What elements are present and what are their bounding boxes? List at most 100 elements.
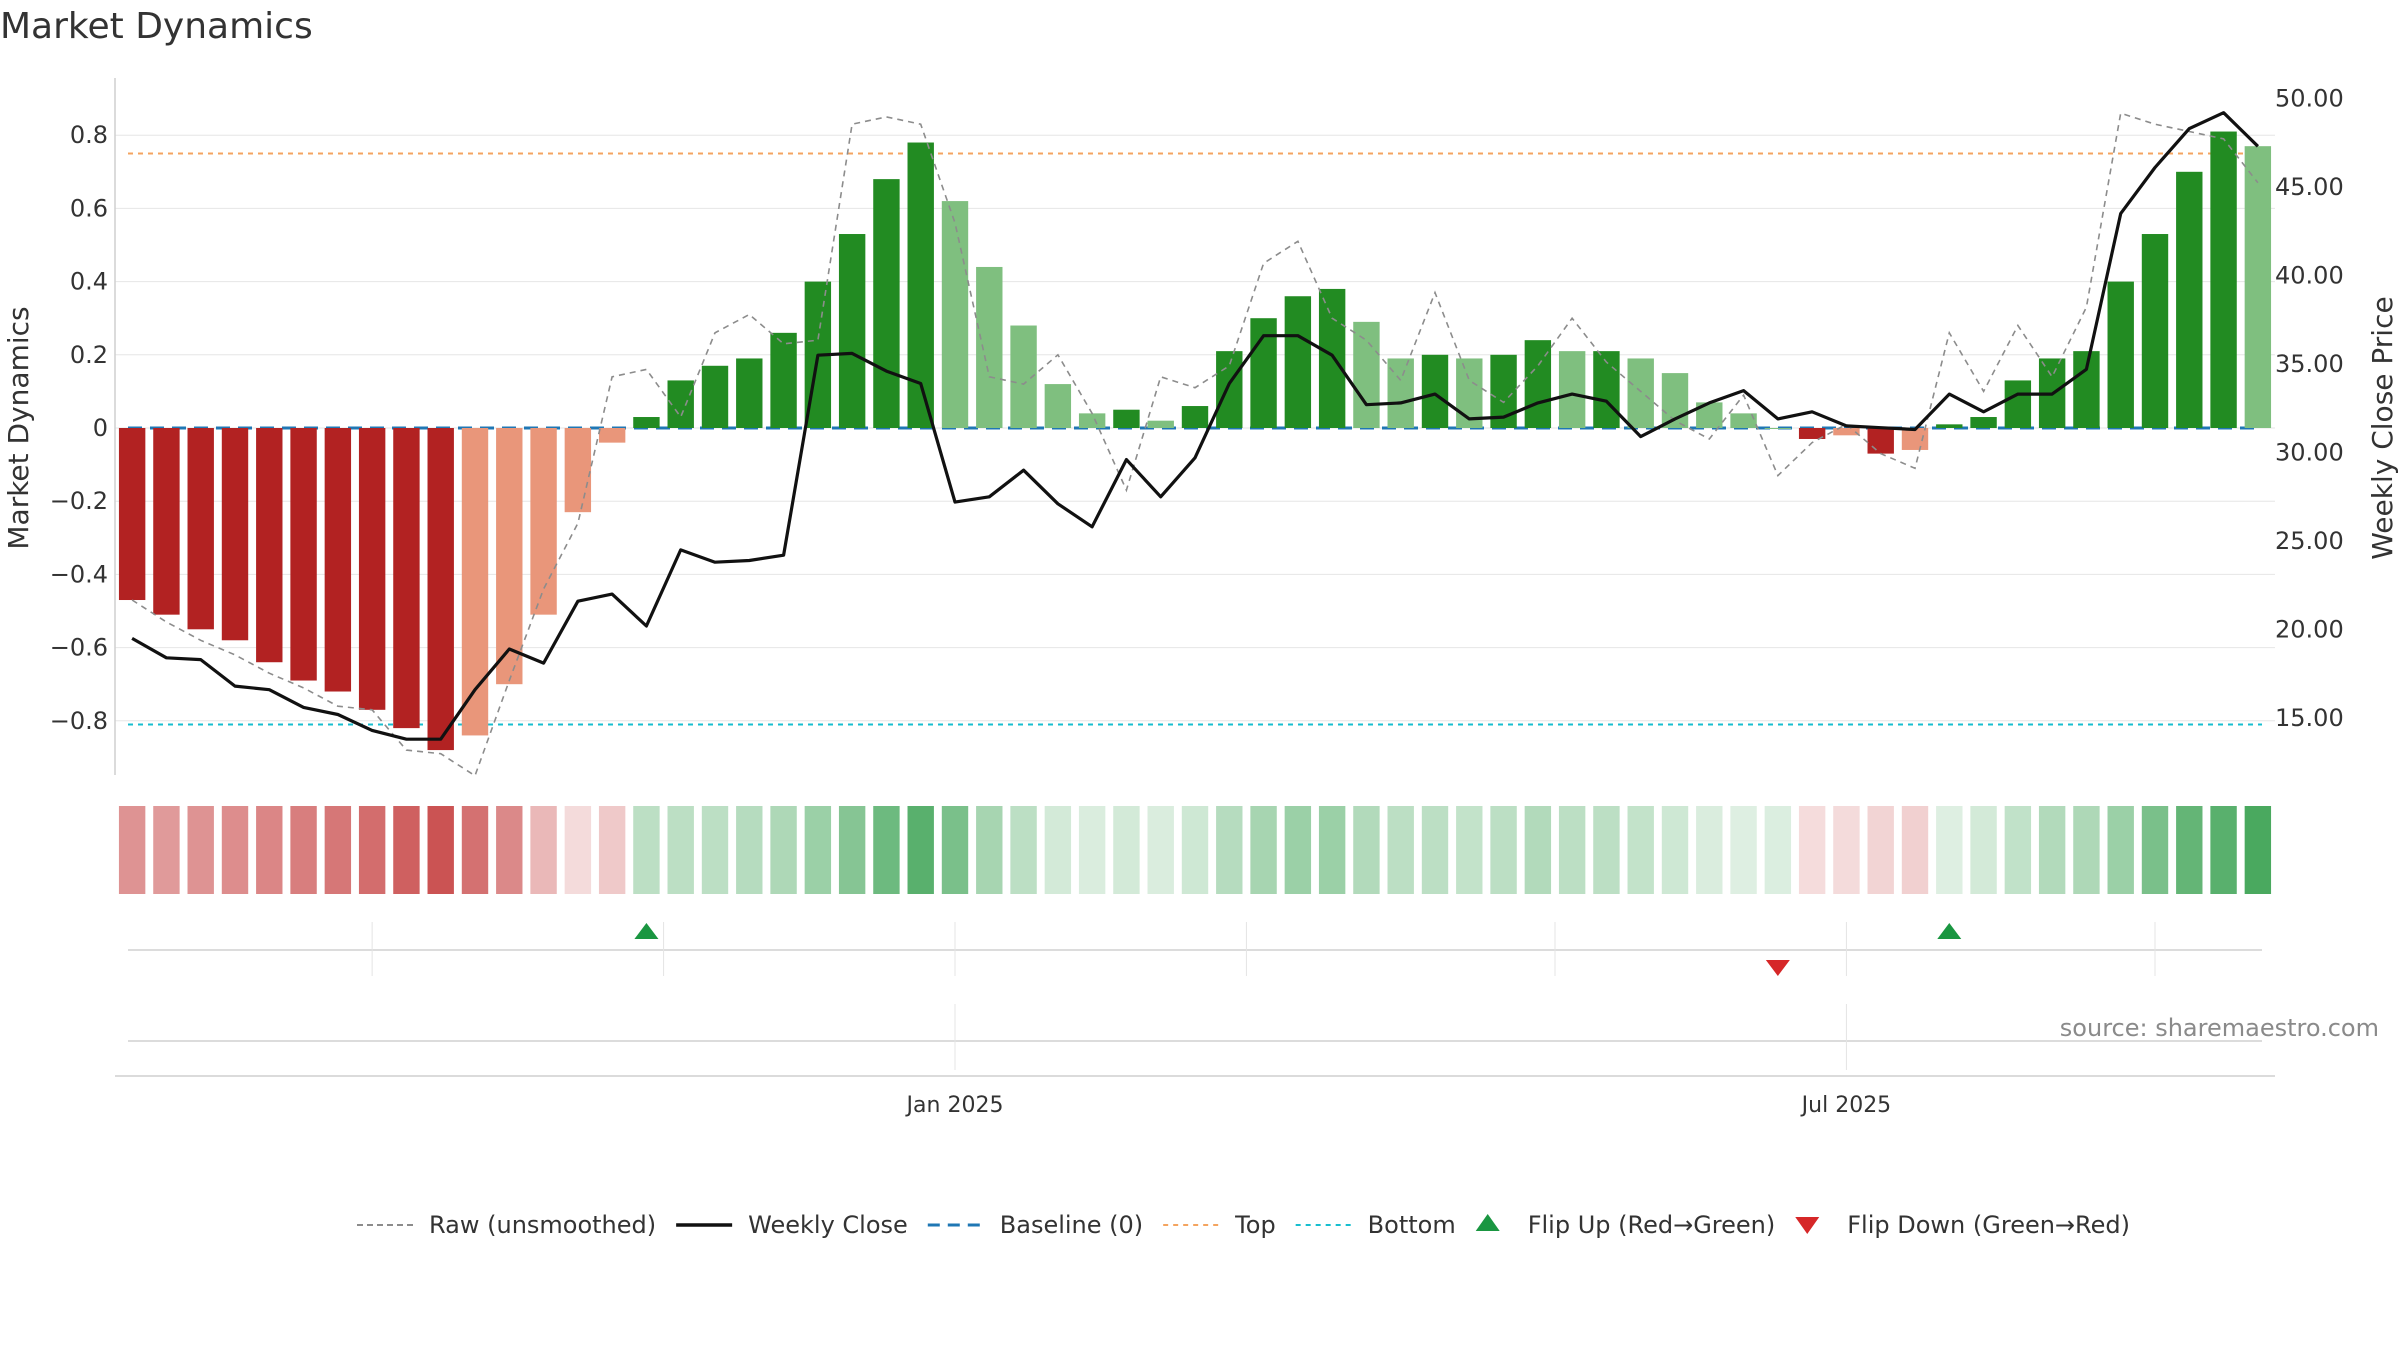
y-tick-label: −0.2 [50, 487, 108, 515]
strip-cell [1970, 806, 1997, 894]
axes: −0.8 −0.6 −0.4 −0.2 0 0.2 0.4 0.6 0.8 15.00 20.00 2… [2, 78, 2399, 775]
y-right-tick-label: 40.00 [2275, 262, 2344, 290]
strip-cell [873, 806, 900, 894]
x-tick-label: Jul 2025 [1800, 1093, 1892, 1118]
strip-cell [598, 806, 626, 894]
legend: Raw (unsmoothed) Weekly Close Baseline (0)… [357, 1211, 2130, 1239]
dynamics-bar [1284, 296, 1312, 428]
strip-cell [1558, 806, 1586, 894]
dynamics-bar [118, 428, 146, 601]
strip-cell [496, 806, 523, 894]
legend-label: Flip Up (Red→Green) [1528, 1211, 1776, 1239]
strip-cell [1044, 806, 1072, 894]
strip-cell [2176, 806, 2203, 894]
strip-cell [1627, 806, 1654, 894]
dynamics-bar [427, 428, 454, 751]
strip-cell [290, 806, 317, 894]
strip-cell [324, 806, 352, 894]
strip-cell [1490, 806, 1517, 894]
strip-cell [1661, 806, 1689, 894]
dynamics-bar [770, 332, 797, 428]
strip-cell [1284, 806, 1312, 894]
strip-cell [1113, 806, 1140, 894]
strip-cell [1901, 806, 1929, 894]
y-right-tick-label: 35.00 [2275, 350, 2344, 378]
dynamics-bar [1421, 354, 1449, 428]
strip-cell [1318, 806, 1346, 894]
strip-cell [2004, 806, 2032, 894]
legend-label: Top [1234, 1211, 1276, 1239]
strip-cell [2141, 806, 2169, 894]
y-tick-label: 0.4 [70, 268, 108, 296]
source-note: source: sharemaestro.com [2059, 1014, 2379, 1042]
dynamics-bar [838, 234, 866, 428]
strip-cell [1216, 806, 1243, 894]
color-strip [118, 806, 2272, 894]
strip-cell [2107, 806, 2134, 894]
dynamics-bar [1456, 358, 1483, 428]
strip-cell [1593, 806, 1620, 894]
strip-cell [427, 806, 454, 894]
strip-cell [530, 806, 557, 894]
dynamics-bar [461, 428, 489, 736]
dynamics-bar [1044, 384, 1072, 428]
y-tick-label: −0.6 [50, 634, 108, 662]
y-tick-label: 0.6 [70, 194, 108, 222]
dynamics-bar [1970, 417, 1997, 428]
flip-up-marker [634, 923, 659, 939]
strip-cell [1798, 806, 1826, 894]
strip-cell [941, 806, 969, 894]
dynamics-bar [358, 428, 386, 710]
strip-cell [1078, 806, 1106, 894]
dynamics-bar [1901, 428, 1929, 450]
flip-markers [128, 922, 2262, 1070]
strip-cell [736, 806, 763, 894]
y-tick-label: −0.8 [50, 707, 108, 735]
legend-item-raw: Raw (unsmoothed) [357, 1211, 656, 1239]
strip-cell [2073, 806, 2100, 894]
strip-cell [976, 806, 1003, 894]
dynamics-bar [393, 428, 420, 729]
dynamics-bar [496, 428, 523, 685]
y-right-tick-label: 15.00 [2275, 704, 2344, 732]
dynamics-bar [564, 428, 592, 513]
strip-cell [1181, 806, 1209, 894]
strip-cell [1696, 806, 1723, 894]
strip-cell [2244, 806, 2272, 894]
strip-cell [907, 806, 934, 894]
strip-cell [1456, 806, 1483, 894]
dynamics-bar [2210, 131, 2237, 429]
strip-cell [564, 806, 592, 894]
strip-cell [221, 806, 249, 894]
dynamics-bar [1798, 428, 1826, 439]
dynamics-bar [1181, 406, 1209, 428]
strip-cell [1147, 806, 1174, 894]
dynamics-bar [1593, 351, 1620, 428]
strip-cell [804, 806, 832, 894]
strip-cell [1387, 806, 1414, 894]
legend-item-bottom: Bottom [1295, 1211, 1456, 1239]
y-right-tick-label: 45.00 [2275, 173, 2344, 201]
dynamics-bar [1558, 351, 1586, 428]
dynamics-bar [1764, 428, 1792, 429]
strip-cell [1764, 806, 1792, 894]
dynamics-bar [1730, 413, 1757, 428]
strip-cell [1833, 806, 1860, 894]
y-right-tick-label: 30.00 [2275, 439, 2344, 467]
y-tick-label: 0.2 [70, 341, 108, 369]
price-lines [131, 111, 2260, 777]
dynamics-bar [2004, 380, 2032, 428]
y-tick-label: −0.4 [50, 560, 108, 588]
dynamics-bar [1216, 351, 1243, 428]
y-right-tick-label: 50.00 [2275, 85, 2344, 113]
strip-cell [358, 806, 386, 894]
dynamics-bar [256, 428, 283, 663]
strip-cell [1353, 806, 1380, 894]
flip-down-marker [1765, 960, 1790, 976]
strip-cell [1421, 806, 1449, 894]
strip-cell [770, 806, 797, 894]
legend-label: Weekly Close [748, 1211, 908, 1239]
dynamics-bar [221, 428, 249, 641]
y-right-axis-title: Weekly Close Price [2366, 296, 2399, 559]
dynamics-bar [701, 365, 729, 428]
